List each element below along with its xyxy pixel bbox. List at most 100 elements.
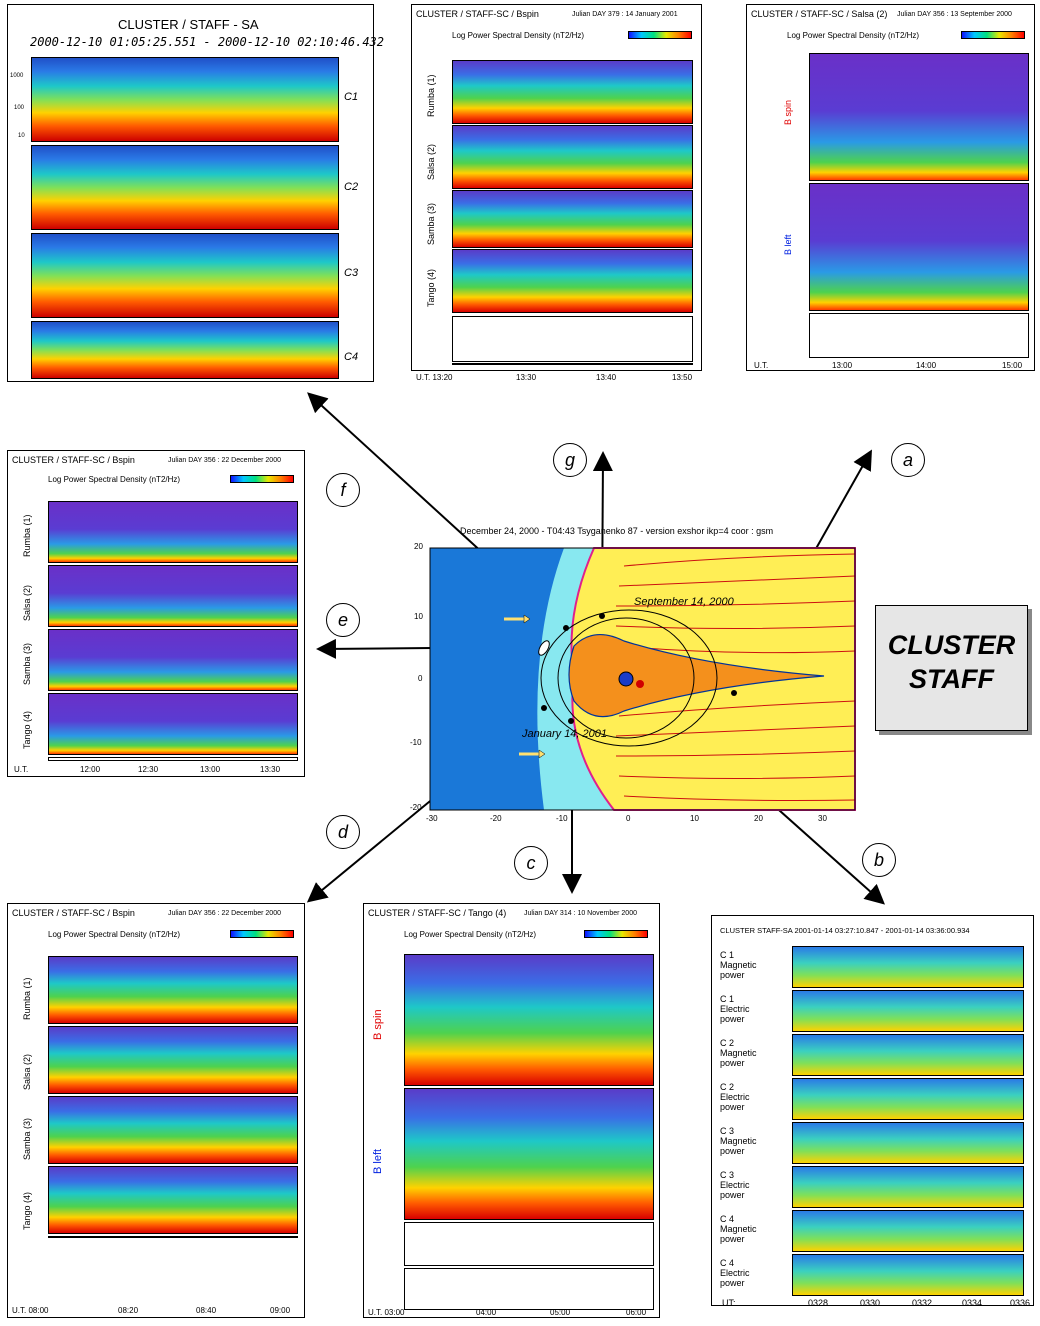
row-label: Rumba (1): [22, 977, 32, 1020]
panel-subtitle: 2000-12-10 01:05:25.551 - 2000-12-10 02:…: [30, 35, 385, 49]
spectrogram-c1-magnetic: [792, 946, 1024, 988]
colorbar: [961, 31, 1025, 39]
row-label: C3: [344, 267, 359, 279]
panel-d-xtick: U.T. 08:00: [12, 1306, 49, 1315]
spectrogram-rumba: [48, 956, 298, 1024]
spectrogram-rumba: [48, 501, 298, 563]
panel-c: CLUSTER / STAFF-SC / Tango (4) Julian DA…: [363, 903, 660, 1318]
panel-d: CLUSTER / STAFF-SC / Bspin Julian DAY 35…: [7, 903, 305, 1318]
marker-f: f: [326, 473, 360, 507]
panel-g-xtick: 13:30: [516, 373, 537, 382]
dc-plot: [404, 1268, 654, 1310]
spectrogram-c2: [31, 145, 339, 230]
map-xtick: -10: [556, 814, 568, 823]
spectrogram-bleft: [404, 1088, 654, 1220]
row-label: Tango (4): [22, 1191, 32, 1230]
panel-title: CLUSTER / STAFF-SC / Bspin: [12, 908, 135, 918]
row-label: C 1 Electric power: [720, 994, 750, 1024]
row-label: Salsa (2): [22, 584, 32, 621]
panel-a-xtick: U.T.: [754, 361, 769, 370]
row-label: B left: [372, 1148, 384, 1174]
panel-e-xtick: U.T.: [14, 765, 29, 774]
spectrogram-c3-magnetic: [792, 1122, 1024, 1164]
panel-b-xtick: 0332: [912, 1298, 933, 1308]
psd-label: Log Power Spectral Density (nT2/Hz): [404, 930, 537, 939]
row-label: C1: [344, 91, 359, 103]
panel-b-xtick: 0328: [808, 1298, 829, 1308]
panel-d-xtick: 08:40: [196, 1306, 217, 1315]
magnetosphere-plot: [429, 547, 856, 811]
row-label: B spin: [783, 99, 793, 125]
spectrogram-salsa: [48, 1026, 298, 1094]
row-label: C 2 Magnetic power: [720, 1038, 757, 1068]
panel-b-xtick: 0334: [962, 1298, 983, 1308]
map-xtick: 20: [754, 814, 763, 823]
panel-title: CLUSTER / STAFF-SC / Bspin: [12, 455, 135, 465]
staff-line1: CLUSTER: [887, 630, 1016, 660]
panel-jd: Julian DAY 356 : 22 December 2000: [168, 910, 281, 917]
panel-a: CLUSTER / STAFF-SC / Salsa (2) Julian DA…: [746, 4, 1035, 371]
marker-g: g: [553, 443, 587, 477]
panel-c-xtick: 06:00: [626, 1308, 647, 1317]
panel-jd: Julian DAY 356 : 22 December 2000: [168, 457, 281, 464]
map-ytick: 0: [418, 674, 423, 683]
panel-e-xtick: 13:00: [200, 765, 221, 774]
ytick: 100: [14, 105, 25, 111]
panel-title: CLUSTER / STAFF-SC / Tango (4): [368, 908, 507, 918]
spectrogram-samba: [48, 1096, 298, 1164]
marker-c: c: [514, 846, 548, 880]
ytick: 1000: [10, 73, 24, 79]
spectrogram-c1: [31, 57, 339, 142]
power-plot: [48, 1236, 298, 1238]
panel-g-xtick: U.T. 13:20: [416, 373, 453, 382]
marker-e: e: [326, 603, 360, 637]
panel-a-xtick: 15:00: [1002, 361, 1023, 370]
spectrogram-c1-electric: [792, 990, 1024, 1032]
psd-label: Log Power Spectral Density (nT2/Hz): [787, 31, 920, 40]
panel-title: CLUSTER / STAFF-SC / Salsa (2): [751, 9, 888, 19]
map-xtick: 0: [626, 814, 631, 823]
spectrogram-bspin: [809, 53, 1029, 181]
panel-g-xtick: 13:40: [596, 373, 617, 382]
label-september: September 14, 2000: [634, 596, 734, 608]
panel-title: CLUSTER STAFF-SA 2001-01-14 03:27:10.847…: [720, 926, 970, 935]
panel-d-xtick: 09:00: [270, 1306, 291, 1315]
panel-c-xtick: U.T. 03:00: [368, 1308, 405, 1317]
spectrogram-c4-electric: [792, 1254, 1024, 1296]
panel-b: CLUSTER STAFF-SA 2001-01-14 03:27:10.847…: [711, 915, 1034, 1306]
row-label: C 4 Electric power: [720, 1258, 750, 1288]
row-label: C4: [344, 351, 359, 363]
panel-a-xtick: 13:00: [832, 361, 853, 370]
staff-line2: STAFF: [909, 664, 994, 694]
power-plot: [404, 1222, 654, 1266]
psd-label: Log Power Spectral Density (nT2/Hz): [48, 930, 181, 939]
panel-b-xtick: UT:: [722, 1298, 736, 1308]
spectrogram-tango: [452, 249, 693, 313]
dc-plot: [452, 363, 693, 365]
row-label: C 2 Electric power: [720, 1082, 750, 1112]
panel-c-xtick: 04:00: [476, 1308, 497, 1317]
panel-e-xtick: 12:30: [138, 765, 159, 774]
power-plot: [452, 316, 693, 362]
spectrogram-bleft: [809, 183, 1029, 311]
row-label: Salsa (2): [426, 143, 436, 180]
colorbar: [230, 930, 294, 938]
map-ytick: -20: [410, 803, 422, 812]
panel-jd: Julian DAY 314 : 10 November 2000: [524, 910, 637, 917]
power-plot: [809, 313, 1029, 358]
panel-title: CLUSTER / STAFF - SA: [118, 17, 259, 32]
panel-e-xtick: 13:30: [260, 765, 281, 774]
panel-a-xtick: 14:00: [916, 361, 937, 370]
row-label: C 3 Magnetic power: [720, 1126, 757, 1156]
label-january: January 14, 2001: [522, 728, 608, 740]
marker-b: b: [862, 843, 896, 877]
panel-title: CLUSTER / STAFF-SC / Bspin: [416, 9, 539, 19]
spectrogram-salsa: [452, 125, 693, 189]
spectrogram-salsa: [48, 565, 298, 627]
panel-jd: Julian DAY 379 : 14 January 2001: [572, 11, 678, 18]
row-label: C 4 Magnetic power: [720, 1214, 757, 1244]
spectrogram-tango: [48, 1166, 298, 1234]
row-label: Salsa (2): [22, 1053, 32, 1090]
map-ytick: 20: [414, 542, 423, 551]
spectrogram-c4-magnetic: [792, 1210, 1024, 1252]
